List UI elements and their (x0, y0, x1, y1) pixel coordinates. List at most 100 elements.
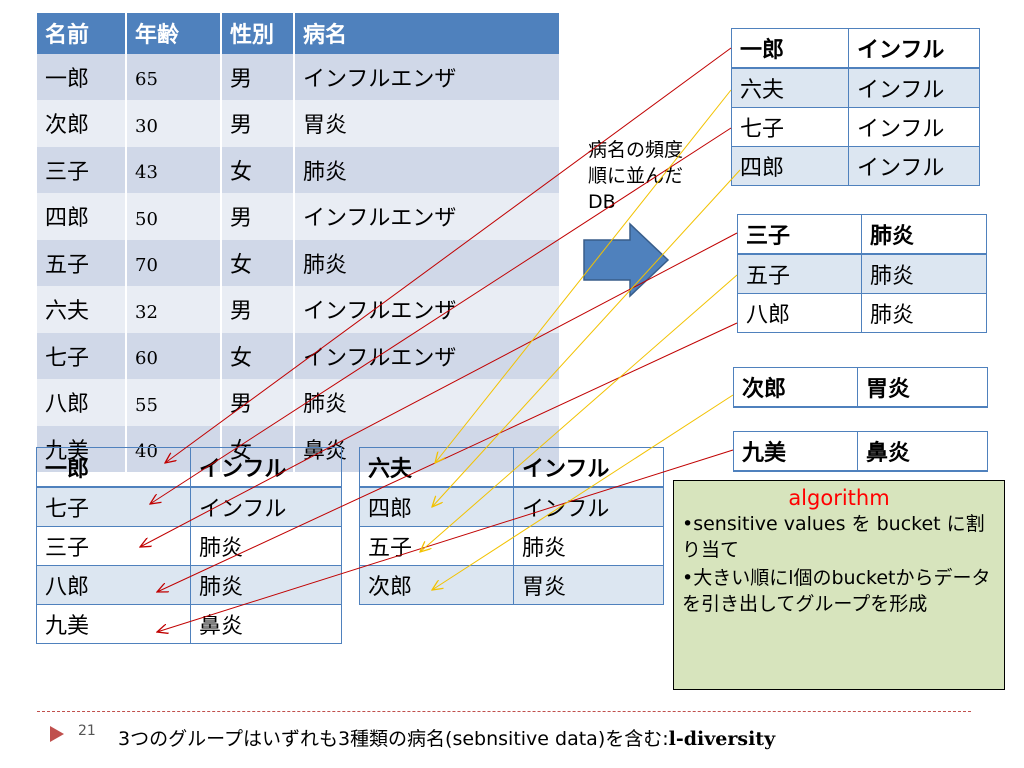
group-cell-disease: インフル (190, 447, 342, 488)
group-cell-disease: インフル (513, 447, 664, 488)
cell-disease: インフルエンザ (293, 53, 559, 100)
cell-sex: 女 (220, 239, 294, 286)
bucket-cell-disease: インフル (848, 67, 980, 108)
bucket-cell-disease: 胃炎 (857, 367, 988, 408)
cell-disease: 肺炎 (293, 146, 559, 193)
cell-sex: 男 (220, 53, 294, 100)
group-cell-disease: 胃炎 (513, 565, 664, 605)
cell-sex: 女 (220, 146, 294, 193)
bucket-cell-name: 六夫 (731, 67, 849, 108)
group-1: 一郎 インフル 七子 インフル 三子 肺炎 八郎 肺炎 九美 鼻炎 (36, 447, 342, 644)
cell-age: 50 (125, 193, 221, 240)
table-row: 一郎 65 男 インフルエンザ (37, 53, 559, 100)
bucket-cell-name: 一郎 (731, 28, 849, 69)
bucket-row: 六夫 インフル (731, 67, 980, 108)
bucket-cell-disease: 肺炎 (861, 293, 987, 333)
bucket-cell-disease: 肺炎 (861, 214, 987, 255)
header-name: 名前 (37, 13, 126, 54)
bucket-influenza: 一郎 インフル 六夫 インフル 七子 インフル 四郎 インフル (731, 28, 980, 186)
header-sex: 性別 (220, 13, 294, 54)
cell-sex: 男 (220, 100, 294, 147)
bucket-gastritis: 次郎 胃炎 (733, 367, 988, 408)
group-cell-disease: インフル (190, 486, 342, 527)
group-cell-disease: 鼻炎 (190, 604, 342, 644)
group-cell-disease: 肺炎 (190, 565, 342, 605)
cell-age: 30 (125, 100, 221, 147)
footer-emphasis: l-diversity (668, 728, 776, 750)
cell-sex: 女 (220, 332, 294, 379)
cell-name: 四郎 (37, 193, 126, 240)
bucket-rhinitis: 九美 鼻炎 (733, 431, 988, 472)
block-arrow-icon (583, 222, 670, 298)
bucket-row: 五子 肺炎 (737, 253, 987, 294)
cell-name: 六夫 (37, 286, 126, 333)
cell-disease: 胃炎 (293, 100, 559, 147)
cell-disease: インフルエンザ (293, 193, 559, 240)
group-row: 一郎 インフル (36, 447, 342, 488)
bucket-cell-name: 次郎 (733, 367, 858, 408)
bucket-cell-name: 九美 (733, 431, 858, 472)
cell-sex: 男 (220, 286, 294, 333)
group-row: 五子 肺炎 (360, 526, 664, 566)
bullet-triangle-icon (50, 726, 64, 742)
bucket-row: 八郎 肺炎 (738, 293, 987, 333)
cell-name: 三子 (37, 146, 126, 193)
bucket-cell-disease: インフル (848, 28, 980, 69)
footer-divider (37, 711, 971, 712)
bucket-pneumonia: 三子 肺炎 五子 肺炎 八郎 肺炎 (737, 214, 987, 333)
cell-age: 55 (125, 379, 221, 426)
group-cell-disease: 肺炎 (190, 526, 342, 566)
cell-disease: インフルエンザ (293, 286, 559, 333)
table-row: 五子 70 女 肺炎 (37, 239, 559, 286)
table-row: 次郎 30 男 胃炎 (37, 100, 559, 147)
cell-disease: 肺炎 (293, 239, 559, 286)
footer-caption: 3つのグループはいずれも3種類の病名(sebnsitive data)を含む:l… (118, 724, 775, 751)
group-cell-name: 八郎 (36, 565, 191, 605)
algorithm-step-2: •大きい順にl個のbucketからデータを引き出してグループを形成 (682, 567, 991, 615)
bucket-cell-disease: インフル (848, 146, 980, 186)
bucket-cell-name: 三子 (737, 214, 862, 255)
cell-age: 60 (125, 332, 221, 379)
main-table: 名前 年齢 性別 病名 一郎 65 男 インフルエンザ 次郎 30 男 胃炎 三… (37, 13, 559, 472)
group-cell-name: 一郎 (36, 447, 191, 488)
algorithm-title: algorithm (788, 486, 890, 510)
header-disease: 病名 (293, 13, 559, 54)
group-cell-disease: インフル (513, 486, 664, 527)
bucket-row: 四郎 インフル (731, 146, 980, 186)
group-cell-name: 三子 (45, 536, 90, 561)
cell-sex: 男 (220, 379, 294, 426)
group-cell-name: 次郎 (359, 565, 514, 605)
group-cell-disease: 肺炎 (513, 526, 664, 566)
group-cell-name: 六夫 (359, 447, 514, 488)
algorithm-step-1: •sensitive values を bucket に割り当て (682, 513, 985, 561)
table-row: 三子 43 女 肺炎 (37, 146, 559, 193)
cell-age: 32 (125, 286, 221, 333)
cell-disease: インフルエンザ (293, 332, 559, 379)
cell-name: 五子 (37, 239, 126, 286)
main-table-header: 名前 年齢 性別 病名 (37, 13, 559, 54)
cell-age: 65 (125, 53, 221, 100)
bucket-row: 一郎 インフル (731, 28, 980, 69)
group-cell-name: 九美 (45, 614, 90, 639)
arrow-caption: 病名の頻度順に並んだDB (588, 139, 684, 213)
bucket-cell-name: 五子 (737, 253, 862, 294)
header-age: 年齢 (125, 13, 221, 54)
cell-name: 七子 (37, 332, 126, 379)
bucket-cell-name: 七子 (740, 117, 785, 142)
group-2: 六夫 インフル 四郎 インフル 五子 肺炎 次郎 胃炎 (359, 447, 664, 605)
algorithm-box: algorithm •sensitive values を bucket に割り… (673, 480, 1005, 690)
table-row: 七子 60 女 インフルエンザ (37, 332, 559, 379)
cell-name: 次郎 (37, 100, 126, 147)
footer-text: 3つのグループはいずれも3種類の病名(sebnsitive data)を含む: (118, 728, 669, 750)
bucket-row: 七子 インフル (732, 107, 980, 147)
bucket-cell-disease: インフル (848, 107, 980, 147)
cell-age: 43 (125, 146, 221, 193)
cell-sex: 男 (220, 193, 294, 240)
cell-disease: 肺炎 (293, 379, 559, 426)
group-cell-name: 四郎 (359, 486, 514, 527)
cell-age: 70 (125, 239, 221, 286)
group-row: 四郎 インフル (359, 486, 664, 527)
cell-name: 八郎 (37, 379, 126, 426)
bucket-row: 次郎 胃炎 (733, 367, 988, 408)
bucket-cell-name: 八郎 (746, 303, 791, 328)
